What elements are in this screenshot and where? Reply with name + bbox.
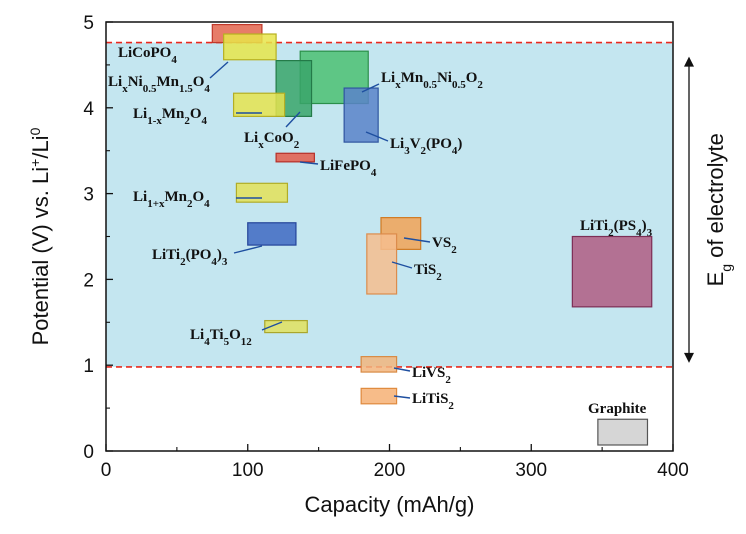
electrolyte-window-arrow: Eg of electrolyte (684, 56, 734, 363)
label-licopo4: LiCoPO4 (118, 45, 177, 66)
box-litis2 (360, 387, 398, 405)
box-li1pxmn2o4 (235, 182, 289, 203)
x-tick-label: 400 (657, 460, 689, 481)
leader-lixcoo2 (285, 111, 301, 128)
leader-livs2 (393, 367, 411, 372)
box-livs2 (360, 356, 398, 373)
window-arrow-head-top (684, 56, 694, 67)
y-tick-label: 0 (83, 442, 94, 463)
leader-lifepo4 (299, 161, 319, 165)
label-livs2: LiVS2 (412, 365, 451, 386)
x-axis-title: Capacity (mAh/g) (305, 492, 475, 517)
electrolyte-window (106, 41, 673, 368)
x-tick-label: 100 (232, 460, 264, 481)
leader-lines (209, 61, 431, 399)
box-liti2po43 (247, 222, 297, 246)
leader-liti2po43 (233, 245, 263, 254)
label-litis2: LiTiS2 (412, 391, 454, 412)
x-tick-label: 0 (101, 460, 112, 481)
leader-vs2 (403, 237, 431, 243)
label-li1xmn2o4: Li1-xMn2O4 (133, 106, 208, 127)
leader-li3v2po43 (365, 131, 389, 142)
material-boxes (211, 23, 653, 446)
box-li4ti5o12 (264, 319, 308, 334)
leader-li4ti5o12 (261, 321, 283, 331)
leader-tis2 (391, 261, 413, 269)
label-lifepo4: LiFePO4 (320, 158, 377, 179)
box-lifepo4 (275, 152, 315, 163)
label-lixmn05ni05o2: LixMn0.5Ni0.5O2 (381, 70, 483, 91)
label-graphite: Graphite (588, 401, 647, 417)
y-tick-label: 2 (83, 270, 94, 291)
label-liti2ps43: LiTi2(PS4)3 (580, 218, 653, 239)
label-tis2: TiS2 (414, 262, 442, 283)
stability-window-fill (106, 42, 673, 367)
leader-lixmn05ni05o2 (361, 83, 380, 93)
window-arrow-label: Eg of electrolyte (703, 133, 734, 286)
y-tick-label: 3 (83, 185, 94, 206)
window-arrow-head-bottom (684, 352, 694, 363)
label-li1pxmn2o4: Li1+xMn2O4 (133, 189, 210, 210)
axes: 0 100 200 300 400 0 1 2 3 4 5 Capacity (mAh/g) Poten… (27, 13, 689, 517)
material-labels: LiCoPO4 LixNi0.5Mn1.5O4 LixMn0.5Ni0.5O2 Lix… (108, 45, 653, 417)
label-lini05mn15o4: LixNi0.5Mn1.5O4 (108, 74, 210, 95)
leader-lini05mn15o4 (209, 61, 229, 79)
box-liti2ps43 (571, 235, 653, 308)
label-vs2: VS2 (432, 235, 457, 256)
y-tick-label: 5 (83, 13, 94, 34)
box-li1xmn2o4 (232, 92, 286, 117)
y-tick-label: 1 (83, 356, 94, 377)
y-axis-title: Potential (V) vs. Li+/Li0 (27, 127, 53, 345)
leader-litis2 (393, 395, 411, 399)
box-li3v2po43 (343, 87, 379, 143)
x-tick-label: 200 (374, 460, 406, 481)
label-li4ti5o12: Li4Ti5O12 (190, 327, 252, 348)
label-liti2po43: LiTi2(PO4)3 (152, 247, 228, 268)
y-tick-label: 4 (83, 99, 94, 120)
label-lixcoo2: LixCoO2 (244, 130, 300, 151)
label-li3v2po43: Li3V2(PO4) (390, 136, 462, 157)
x-tick-label: 300 (515, 460, 547, 481)
box-lini05mn15o4 (223, 33, 277, 61)
box-tis2 (366, 233, 398, 295)
box-graphite (597, 418, 649, 446)
